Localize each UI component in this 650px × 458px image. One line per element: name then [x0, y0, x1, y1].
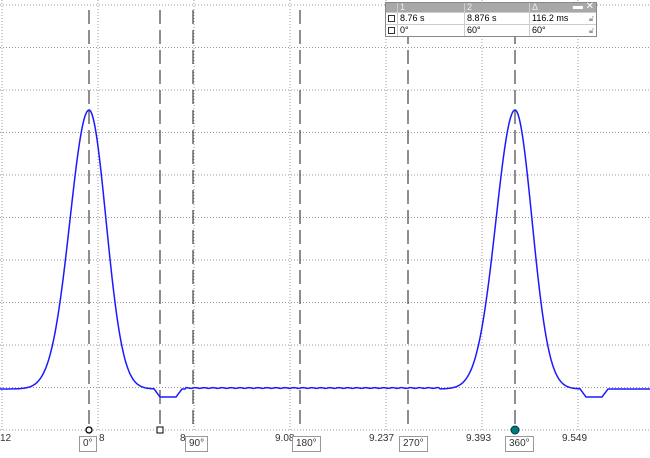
cursor-label-180[interactable]: 180° [292, 436, 321, 452]
cursor-lines [88, 10, 516, 428]
cursor-label-90[interactable]: 90° [185, 436, 209, 452]
cursor-handle-filled-icon[interactable] [510, 425, 520, 435]
row-square-icon [388, 27, 395, 34]
waveform-trace [0, 109, 650, 398]
table-row: 0° 60° 60° 🔓︎ [386, 24, 596, 36]
header-2: 2 [464, 3, 529, 12]
tick-label: 9.549 [562, 433, 588, 444]
cell: 116.2 ms [532, 13, 569, 23]
cursor-label-360[interactable]: 360° [505, 436, 534, 452]
cell: 8.76 s [397, 13, 464, 24]
tick-label: 9.08 [275, 433, 295, 444]
header-delta: Δ [532, 2, 539, 12]
tick-label: 8 [99, 433, 105, 444]
grid [0, 0, 650, 431]
minimize-icon[interactable]: ▬ [572, 1, 583, 12]
cursor-measurement-table: 1 2 Δ ▬ ✕ 8.76 s 8.876 s 116.2 ms 🔓︎ 0° 6… [385, 2, 597, 37]
tick-label: 9.237 [369, 433, 395, 444]
cell: 0° [397, 25, 464, 36]
cell: 8.876 s [464, 13, 529, 24]
cursor-handle-circle-icon[interactable] [85, 426, 93, 434]
cursor-handle-square-icon[interactable] [156, 426, 164, 434]
cell: 60° [464, 25, 529, 36]
cursor-label-0[interactable]: 0° [79, 436, 97, 452]
lock-icon[interactable]: 🔓︎ [588, 14, 594, 23]
cursor-label-270[interactable]: 270° [399, 436, 428, 452]
tick-label: 12 [0, 433, 12, 444]
header-1: 1 [397, 3, 464, 12]
row-square-icon [388, 15, 395, 22]
tick-label: 9.393 [466, 433, 492, 444]
table-row: 8.76 s 8.876 s 116.2 ms 🔓︎ [386, 12, 596, 24]
lock-icon[interactable]: 🔓︎ [588, 26, 594, 35]
cell: 60° [532, 25, 546, 35]
tick-label: 8. [180, 433, 188, 444]
close-icon[interactable]: ✕ [585, 1, 594, 12]
